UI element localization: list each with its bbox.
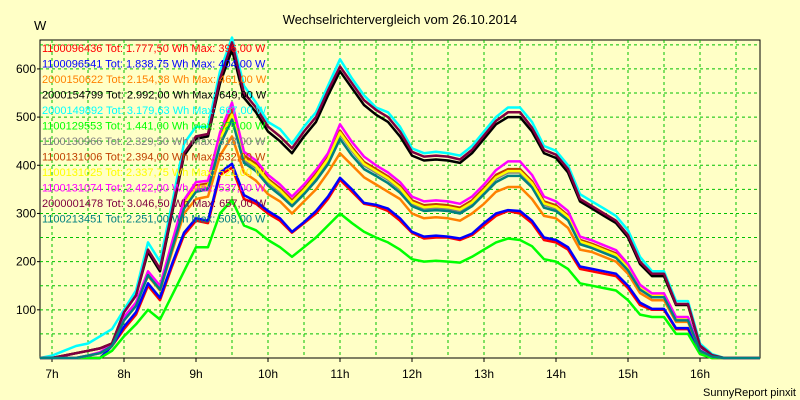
legend-entry: 1100213451 Tot: 2.251,00 Wh Max: 508,00 … [42, 214, 266, 226]
legend-entry: 1100131074 Tot: 2.422,00 Wh Max: 537,00 … [42, 183, 266, 195]
footer-credit: SunnyReport pinxit [703, 387, 796, 399]
x-tick-label: 11h [330, 367, 349, 381]
legend-entry: 1100129553 Tot: 1.441,00 Wh Max: 327,00 … [42, 121, 266, 133]
y-tick-label: 400 [16, 158, 36, 172]
y-tick-label: 100 [16, 303, 36, 317]
x-tick-label: 15h [618, 367, 638, 381]
series-line-1 [40, 166, 760, 360]
legend-entry: 1100131006 Tot: 2.394,00 Wh Max: 532,00 … [42, 152, 266, 164]
y-axis-label: W [34, 18, 47, 33]
legend-entry: 1100096541 Tot: 1.838,75 Wh Max: 404,00 … [42, 59, 266, 71]
x-tick-label: 10h [258, 367, 278, 381]
x-tick-label: 8h [117, 367, 130, 381]
series-line-12 [40, 118, 760, 360]
y-tick-label: 600 [16, 62, 36, 76]
y-tick-label: 300 [16, 206, 36, 220]
plot-area: 100 200 300 400 500 600 7h 8h 9h 10h 11h 12h 13h 14h 1… [16, 36, 761, 381]
legend-entry: 2000001478 Tot: 3.046,50 Wh Max: 657,00 … [42, 198, 267, 210]
x-tick-label: 16h [690, 367, 710, 381]
chart-title: Wechselrichtervergleich vom 26.10.2014 [283, 12, 518, 27]
legend-entry: 1100130966 Tot: 2.329,50 Wh Max: 518,00 … [42, 136, 266, 148]
x-tick-label: 9h [189, 367, 202, 381]
legend-entry: 2000149892 Tot: 3.179,63 Wh Max: 667,00 … [42, 105, 267, 117]
series-line-4 [40, 48, 760, 360]
series-line-2 [40, 162, 760, 360]
legend-entry: 1100131025 Tot: 2.337,75 Wh Max: 521,00 … [42, 167, 266, 179]
plot-border [39, 39, 761, 359]
x-tick-label: 13h [474, 367, 494, 381]
series-line-6 [40, 198, 760, 360]
y-tick-label: 200 [16, 255, 36, 269]
series-line-5 [39, 36, 760, 360]
x-tick-label: 7h [45, 367, 58, 381]
y-tick-label: 500 [16, 110, 36, 124]
x-tick-label: 12h [402, 367, 422, 381]
legend-entry: 2000154799 Tot: 2.992,00 Wh Max: 649,00 … [42, 90, 267, 102]
legend-entry: 1100096436 Tot: 1.777,50 Wh Max: 396,00 … [42, 43, 266, 55]
x-tick-label: 14h [546, 367, 566, 381]
series-line-11 [40, 41, 760, 360]
legend-entry: 2000150622 Tot: 2.154,38 Wh Max: 461,00 … [42, 74, 267, 86]
